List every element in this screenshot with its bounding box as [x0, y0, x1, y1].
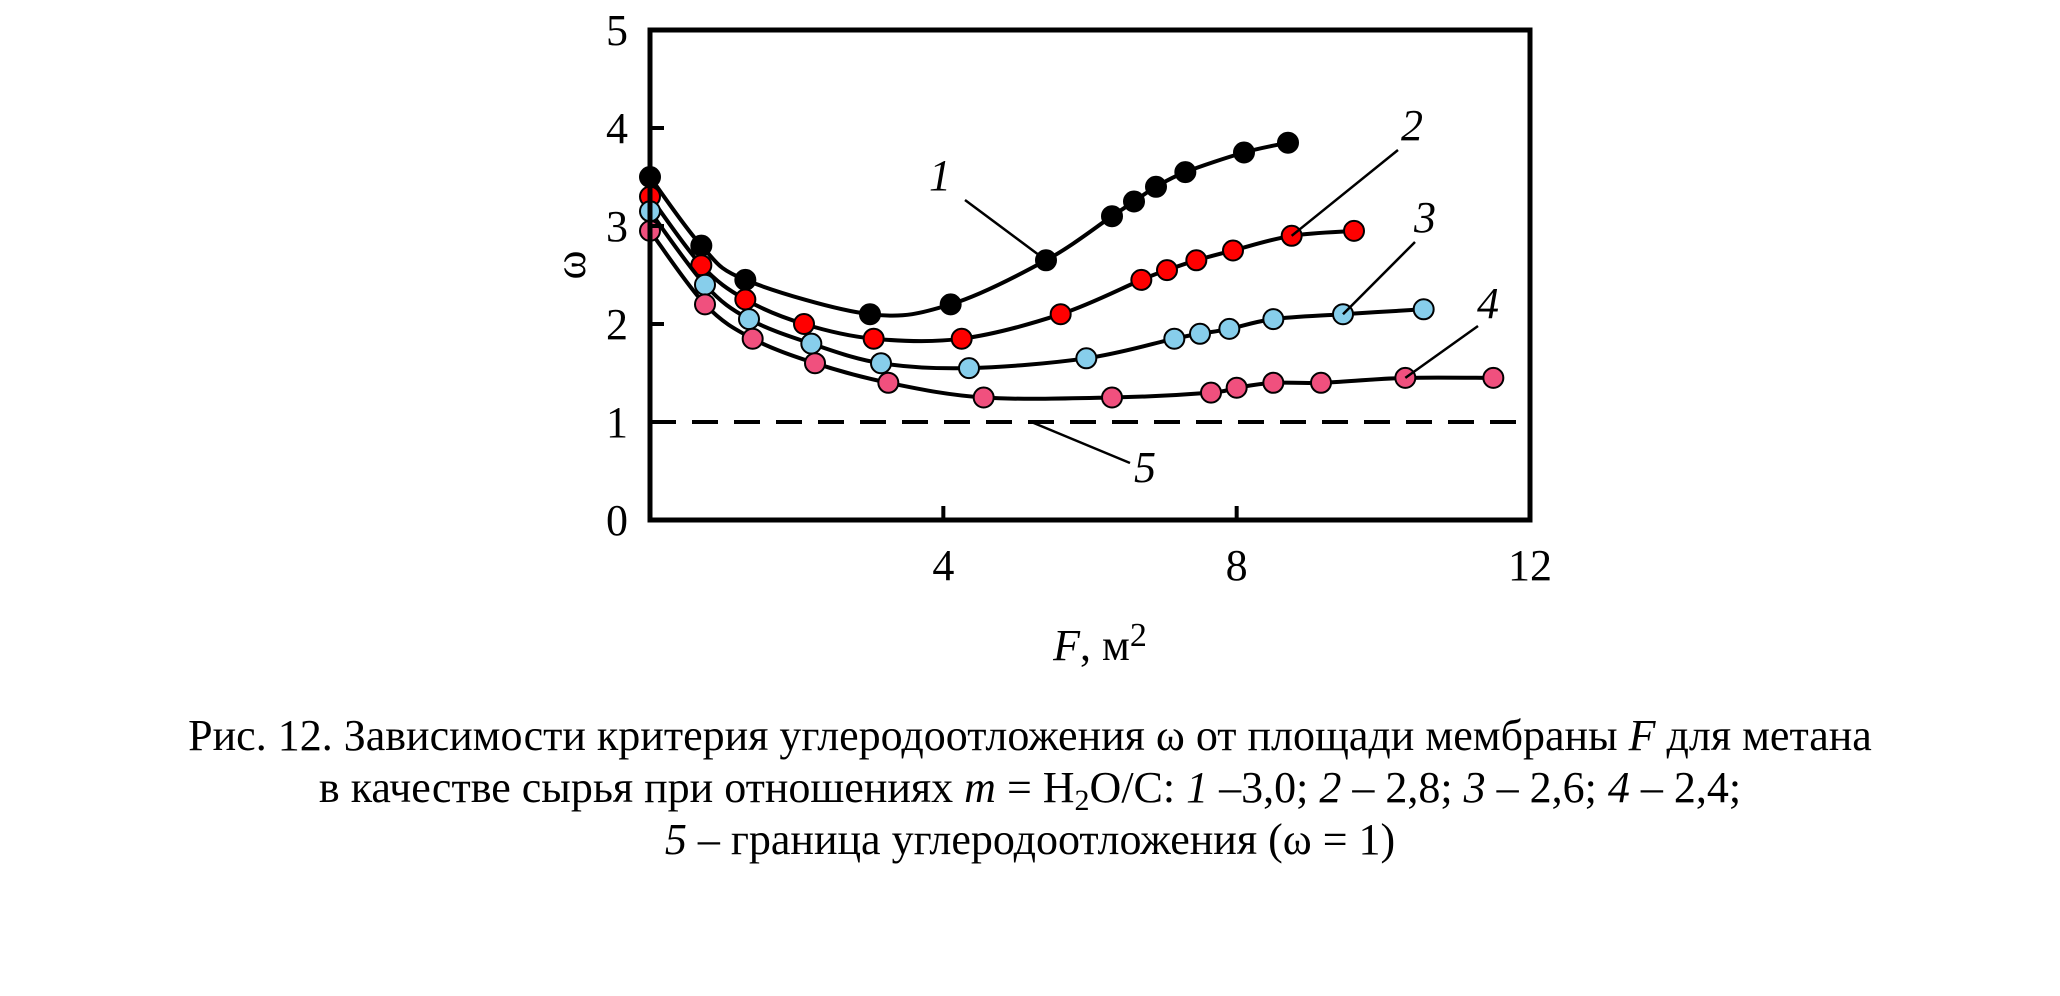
series-4-point [1310, 371, 1332, 394]
series-2-point [950, 327, 973, 350]
x-axis-label-var: F [1052, 621, 1081, 670]
series-4-point [741, 327, 764, 350]
series-2-point [862, 327, 885, 350]
series-2-point [1343, 219, 1365, 242]
caption-text: = H [995, 763, 1075, 812]
caption-text: в качестве сырья при отношениях [318, 763, 965, 812]
series-1-point [734, 268, 757, 291]
curve-label-1: 1 [929, 151, 951, 200]
series-1-point [1174, 161, 1197, 184]
y-axis-label: ω [546, 251, 595, 280]
caption-num-4: 4 [1607, 763, 1630, 812]
caption-num-5: 5 [664, 815, 687, 864]
series-4-point [877, 371, 900, 394]
y-tick-label: 5 [606, 6, 628, 55]
caption-var-f: F [1628, 711, 1656, 760]
curve-label-4: 4 [1477, 279, 1499, 328]
caption-num-1: 1 [1186, 763, 1209, 812]
series-4-point [972, 386, 995, 409]
caption-text: – 2,6; [1485, 763, 1608, 812]
series-1-point [1233, 141, 1255, 164]
callout-line-4 [1404, 324, 1479, 379]
caption-subscript: 2 [1074, 784, 1090, 817]
series-3-point [1163, 327, 1186, 350]
series-4-point [1101, 386, 1123, 409]
y-tick-label: 1 [606, 398, 628, 447]
caption-line-1: Рис. 12. Зависимости критерия углеродоот… [0, 710, 2060, 762]
series-2-point [1130, 268, 1153, 291]
series-3-point [1075, 347, 1098, 370]
callout-line-5 [1030, 420, 1131, 465]
series-4-point [1482, 366, 1505, 389]
series-1-point [859, 303, 881, 326]
series-2-point [1185, 249, 1208, 272]
caption-text: – 2,4; [1629, 763, 1742, 812]
y-tick-label: 3 [606, 202, 628, 251]
x-axis-label-sep: , [1080, 621, 1102, 670]
x-axis-label-unit: м [1102, 621, 1130, 670]
series-3-point [870, 352, 892, 375]
series-3-point [1262, 308, 1285, 331]
series-3-point [694, 273, 716, 296]
caption-text: – 2,8; [1341, 763, 1464, 812]
series-4-point [1200, 381, 1222, 404]
x-tick-label: 8 [1226, 541, 1248, 590]
y-tick-label: 0 [606, 496, 628, 545]
x-axis-label-unit-exp: 2 [1130, 617, 1147, 654]
series-1-point [1123, 190, 1145, 213]
caption-text: –3,0; [1208, 763, 1320, 812]
series-1-point [690, 234, 713, 257]
callout-layer: 1 2 34 5 [929, 101, 1499, 492]
series-4-point [1225, 376, 1248, 399]
callout-line-3 [1342, 241, 1416, 316]
series-1-point [1145, 175, 1167, 198]
figure-caption: Рис. 12. Зависимости критерия углеродоот… [0, 710, 2060, 866]
series-1-point [1277, 131, 1299, 154]
curve-label-2: 2 [1401, 101, 1423, 150]
y-tick-label: 2 [606, 300, 628, 349]
series-3-point [1189, 322, 1211, 345]
series-2-point [1049, 303, 1072, 326]
series-4-point [1262, 371, 1285, 394]
series-4-point [694, 293, 716, 316]
ticks-layer [650, 28, 1532, 522]
series-2-point [1222, 239, 1244, 262]
x-axis-label: F, м2 [1052, 617, 1147, 670]
plot-frame [647, 27, 1533, 523]
caption-var-m: m [964, 763, 996, 812]
y-tick-label: 4 [606, 104, 628, 153]
caption-text: – граница углеродоотложения (ω = 1) [686, 815, 1396, 864]
series-3-point [800, 332, 823, 355]
series-4-point [804, 352, 826, 375]
series-layer [639, 131, 1505, 409]
caption-text: Рис. 12. Зависимости критерия углеродоот… [188, 711, 1629, 760]
series-3-point [1218, 317, 1241, 340]
callout-line-1 [964, 198, 1047, 262]
series-3-point [1412, 298, 1435, 321]
series-2-point [1156, 259, 1178, 282]
series-3-point [958, 357, 980, 380]
caption-text: для метана [1655, 711, 1872, 760]
series-1-point [939, 293, 962, 316]
series-1-point [1101, 205, 1123, 228]
series-2-point [793, 313, 815, 335]
caption-text: O/C: [1089, 763, 1187, 812]
caption-num-3: 3 [1463, 763, 1486, 812]
caption-num-2: 2 [1319, 763, 1342, 812]
caption-line-2: в качестве сырья при отношениях m = H2O/… [0, 762, 2060, 817]
caption-line-3: 5 – граница углеродоотложения (ω = 1) [0, 814, 2060, 866]
x-tick-label: 4 [932, 541, 954, 590]
x-tick-label: 12 [1508, 541, 1552, 590]
callout-line-2 [1290, 149, 1399, 237]
curve-label-3: 3 [1413, 193, 1436, 242]
series-2-point [734, 288, 757, 311]
series-3-point [738, 308, 760, 331]
curve-label-5: 5 [1134, 443, 1156, 492]
